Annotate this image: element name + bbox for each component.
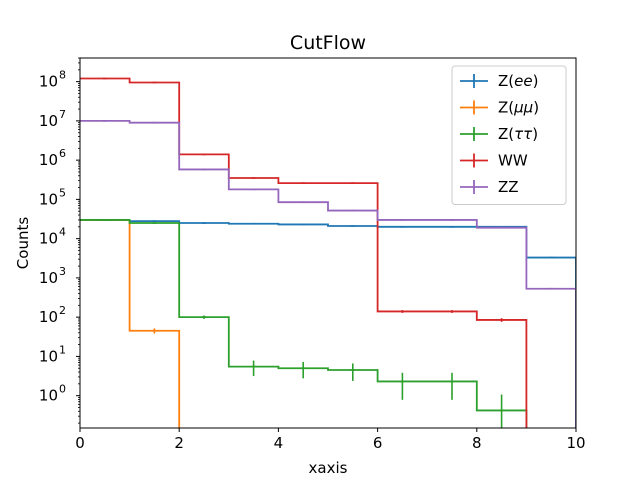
y-tick-label: 10 [39, 73, 58, 91]
y-axis-label: Counts [14, 217, 32, 270]
y-tick-label: 10 [39, 308, 58, 326]
x-tick-label: 2 [174, 434, 184, 452]
legend-entry: Z(μμ) [460, 99, 539, 117]
x-tick-label: 10 [566, 434, 585, 452]
y-tick-exponent: 3 [59, 265, 66, 278]
legend-label: Z(ee) [498, 72, 538, 90]
legend-entry: WW [460, 152, 528, 170]
y-tick-exponent: 0 [59, 383, 66, 396]
x-tick-label: 4 [274, 434, 284, 452]
y-tick-exponent: 8 [59, 69, 66, 82]
legend-label: Z(μμ) [498, 99, 539, 117]
chart-title: CutFlow [290, 32, 366, 54]
y-tick-exponent: 7 [59, 108, 66, 121]
x-axis-label: xaxis [309, 459, 348, 477]
series-step-line [80, 119, 576, 428]
legend-entry: Z(ττ) [460, 125, 538, 143]
series-step-line [80, 219, 181, 428]
y-tick-exponent: 4 [59, 226, 66, 239]
x-tick-label: 0 [75, 434, 85, 452]
series-3 [80, 77, 528, 428]
y-tick-label: 10 [39, 112, 58, 130]
x-tick-label: 8 [472, 434, 482, 452]
y-tick-exponent: 2 [59, 304, 66, 317]
legend-label: ZZ [498, 178, 519, 196]
legend-label: Z(ττ) [498, 125, 538, 143]
series-step-line [80, 219, 528, 428]
legend: Z(ee) Z(μμ) Z(ττ) WW ZZ [451, 65, 567, 205]
x-axis: 0 2 4 6 8 10 [75, 428, 586, 452]
series-4 [80, 119, 576, 428]
y-tick-exponent: 6 [59, 147, 66, 160]
y-tick-label: 10 [39, 387, 58, 405]
y-tick-label: 10 [39, 151, 58, 169]
series-layer [80, 77, 576, 428]
y-tick-label: 10 [39, 230, 58, 248]
plot-frame [79, 57, 577, 429]
x-tick-label: 6 [373, 434, 383, 452]
legend-entry: ZZ [460, 178, 519, 196]
y-tick-exponent: 5 [59, 186, 66, 199]
y-tick-exponent: 1 [59, 343, 66, 356]
y-tick-label: 10 [39, 269, 58, 287]
y-tick-label: 10 [39, 347, 58, 365]
legend-entry: Z(ee) [460, 72, 538, 90]
series-2 [80, 219, 528, 428]
legend-box [451, 65, 567, 205]
y-tick-label: 10 [39, 190, 58, 208]
legend-label: WW [498, 152, 528, 170]
